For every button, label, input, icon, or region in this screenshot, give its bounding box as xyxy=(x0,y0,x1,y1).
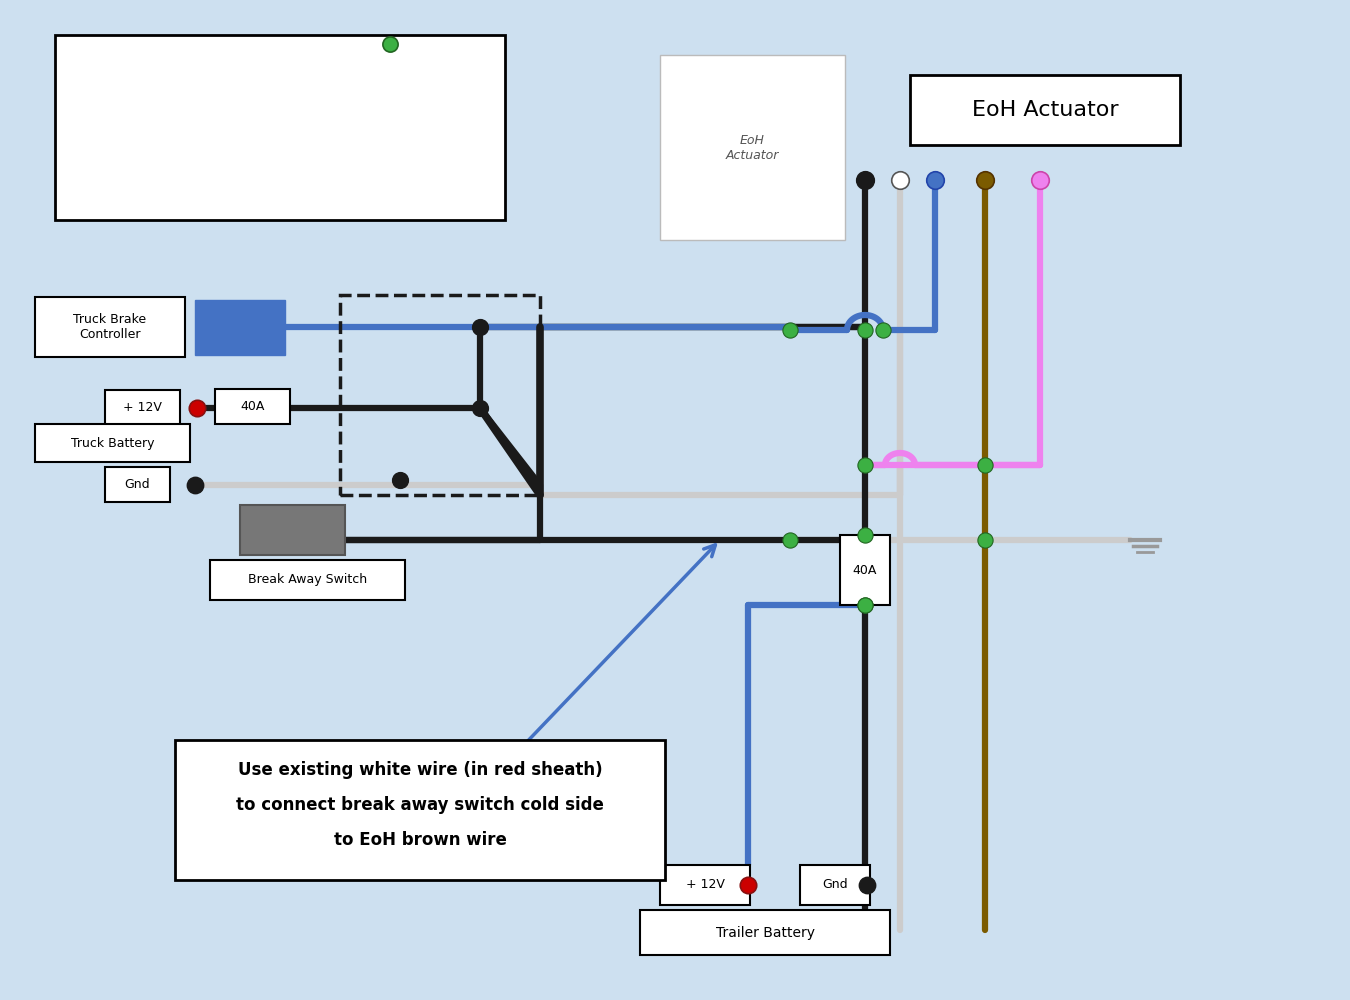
Bar xyxy=(840,535,890,605)
Point xyxy=(779,532,801,548)
Text: + 12V: + 12V xyxy=(686,879,725,892)
Bar xyxy=(660,55,845,240)
Text: Truck Battery: Truck Battery xyxy=(70,436,154,450)
Bar xyxy=(801,865,869,905)
Bar xyxy=(176,740,666,880)
Bar xyxy=(35,297,185,357)
Bar xyxy=(215,389,290,424)
Point xyxy=(890,172,911,188)
Text: to connect break away switch cold side: to connect break away switch cold side xyxy=(236,796,603,814)
Text: Truck Brake
Controller: Truck Brake Controller xyxy=(73,313,147,341)
Point xyxy=(925,172,946,188)
Bar xyxy=(240,505,346,555)
Point xyxy=(186,400,208,416)
Text: Break Away Switch: Break Away Switch xyxy=(248,574,367,586)
Point xyxy=(975,172,996,188)
Point xyxy=(856,877,878,893)
Point xyxy=(389,472,410,488)
Point xyxy=(1029,172,1050,188)
Bar xyxy=(340,295,540,495)
Point xyxy=(855,527,876,543)
Text: Wiring connections: Wiring connections xyxy=(174,35,386,54)
Text: For addition of EoH disc brake system: For addition of EoH disc brake system xyxy=(72,125,489,144)
Text: + 12V: + 12V xyxy=(123,401,162,414)
Text: EoH
Actuator: EoH Actuator xyxy=(725,134,779,162)
Point xyxy=(184,477,205,493)
Bar xyxy=(55,35,505,220)
Bar xyxy=(660,865,751,905)
Point xyxy=(975,457,996,473)
Bar xyxy=(194,300,285,355)
Bar xyxy=(105,390,180,425)
Text: Gnd: Gnd xyxy=(124,478,150,491)
Text: 40A: 40A xyxy=(853,564,878,576)
Bar xyxy=(640,910,890,955)
Bar xyxy=(35,424,190,462)
Point xyxy=(855,597,876,613)
Point xyxy=(855,172,876,188)
Text: for GD 2015 Reflection 303RLS: for GD 2015 Reflection 303RLS xyxy=(111,81,450,100)
Text: Trailer Battery: Trailer Battery xyxy=(716,926,814,940)
Point xyxy=(470,400,491,416)
Point xyxy=(737,877,759,893)
Point xyxy=(855,322,876,338)
Text: 40A: 40A xyxy=(240,400,265,413)
Point xyxy=(975,532,996,548)
Point xyxy=(855,457,876,473)
Point xyxy=(872,322,894,338)
Text: (wire colors per GD & BrakeRite): (wire colors per GD & BrakeRite) xyxy=(100,170,459,190)
Text: to EoH brown wire: to EoH brown wire xyxy=(333,831,506,849)
Bar xyxy=(211,560,405,600)
Text: EoH Actuator: EoH Actuator xyxy=(972,100,1118,120)
Text: Use existing white wire (in red sheath): Use existing white wire (in red sheath) xyxy=(238,761,602,779)
Bar xyxy=(910,75,1180,145)
Point xyxy=(470,319,491,335)
Text: Gnd: Gnd xyxy=(822,879,848,892)
Bar xyxy=(105,467,170,502)
Point xyxy=(855,597,876,613)
Point xyxy=(779,322,801,338)
Point xyxy=(379,36,401,52)
